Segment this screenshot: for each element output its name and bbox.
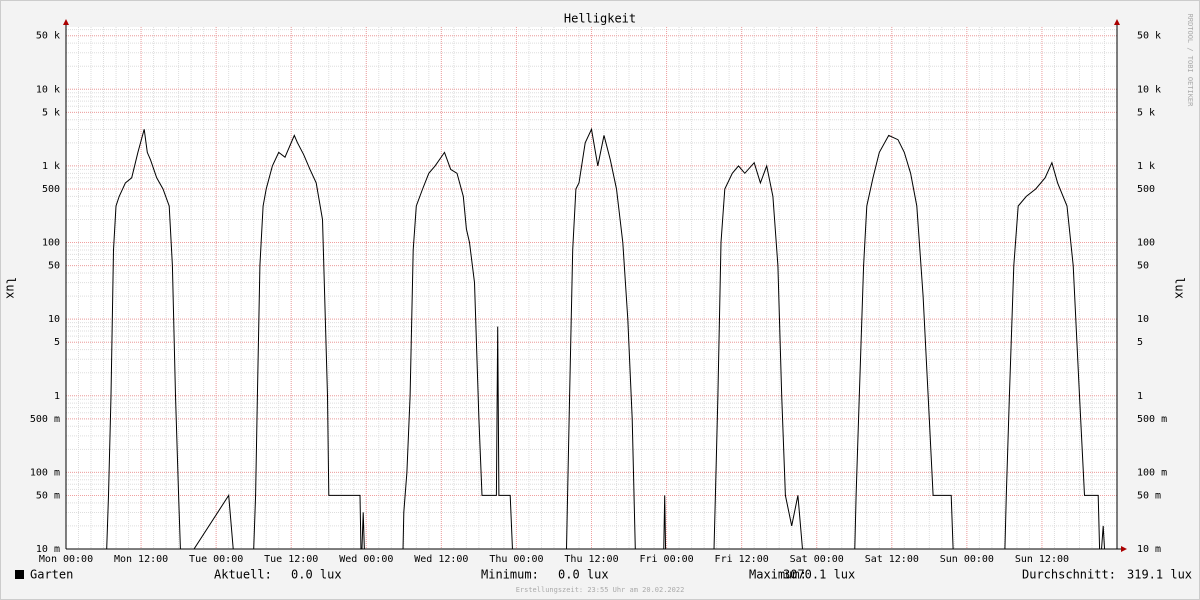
- y-tick-label: 100 m: [30, 467, 60, 478]
- plot-layer: [105, 127, 1106, 549]
- stat-value: 0.0 lux: [291, 568, 342, 582]
- x-tick-label: Mon 00:00: [39, 554, 93, 565]
- x-tick-label: Sat 12:00: [865, 554, 919, 565]
- y-tick-label: 500 m: [30, 414, 60, 425]
- x-tick-label: Sat 00:00: [790, 554, 844, 565]
- stat-label: Durchschnitt:: [1022, 568, 1116, 582]
- legend-label: Garten: [30, 568, 73, 582]
- chart-title: Helligkeit: [564, 12, 636, 26]
- y2-tick-label: 10 m: [1137, 544, 1161, 555]
- stat-label: Maximum:: [749, 568, 807, 582]
- y-tick-label: 10 m: [36, 544, 60, 555]
- stat-value: 0.0 lux: [558, 568, 609, 582]
- x-tick-label: Thu 00:00: [489, 554, 543, 565]
- y2-axis-label: lux: [1173, 277, 1187, 299]
- y2-tick-label: 100: [1137, 238, 1155, 249]
- y-tick-label: 10 k: [36, 84, 60, 95]
- x-tick-label: Fri 00:00: [639, 554, 693, 565]
- footer: Erstellungszeit: 23:55 Uhr am 20.02.2022: [516, 586, 685, 594]
- y2-tick-label: 10 k: [1137, 84, 1161, 95]
- y-tick-label: 1 k: [42, 161, 60, 172]
- stat-label: Minimum:: [481, 568, 539, 582]
- y-tick-label: 500: [42, 184, 60, 195]
- y-tick-label: 5: [54, 337, 60, 348]
- x-tick-label: Thu 12:00: [564, 554, 618, 565]
- x-tick-label: Sun 12:00: [1015, 554, 1069, 565]
- axis-arrow: [1121, 546, 1127, 552]
- y2-tick-label: 50 m: [1137, 490, 1161, 501]
- stat-value: 319.1 lux: [1127, 568, 1192, 582]
- y2-tick-label: 1 k: [1137, 161, 1155, 172]
- x-tick-label: Tue 00:00: [189, 554, 243, 565]
- line: [105, 127, 1106, 549]
- y2-tick-label: 5: [1137, 337, 1143, 348]
- y-axis-label: lux: [4, 277, 18, 299]
- y-tick-label: 50: [48, 261, 60, 272]
- y2-tick-label: 10: [1137, 314, 1149, 325]
- x-tick-label: Wed 12:00: [414, 554, 468, 565]
- y2-tick-label: 50 k: [1137, 31, 1161, 42]
- x-tick-label: Wed 00:00: [339, 554, 393, 565]
- x-tick-label: Mon 12:00: [114, 554, 168, 565]
- y-tick-label: 50 k: [36, 31, 60, 42]
- y2-tick-label: 1: [1137, 391, 1143, 402]
- y2-tick-label: 100 m: [1137, 467, 1167, 478]
- y2-tick-label: 500: [1137, 184, 1155, 195]
- legend-swatch: [15, 570, 24, 579]
- axis-arrow: [63, 19, 69, 25]
- axis-arrow: [1114, 19, 1120, 25]
- stat-label: Aktuell:: [214, 568, 272, 582]
- y2-tick-label: 500 m: [1137, 414, 1167, 425]
- x-tick-label: Sun 00:00: [940, 554, 994, 565]
- x-tick-label: Tue 12:00: [264, 554, 318, 565]
- watermark: RRDTOOL / TOBI OETIKER: [1186, 14, 1194, 108]
- y2-tick-label: 5 k: [1137, 107, 1155, 118]
- stat-value: 3070.1 lux: [783, 568, 855, 582]
- y-tick-label: 5 k: [42, 107, 60, 118]
- y2-tick-label: 50: [1137, 261, 1149, 272]
- x-tick-label: Fri 12:00: [715, 554, 769, 565]
- y-tick-label: 50 m: [36, 490, 60, 501]
- y-tick-label: 1: [54, 391, 60, 402]
- y-tick-label: 100: [42, 238, 60, 249]
- y-tick-label: 10: [48, 314, 60, 325]
